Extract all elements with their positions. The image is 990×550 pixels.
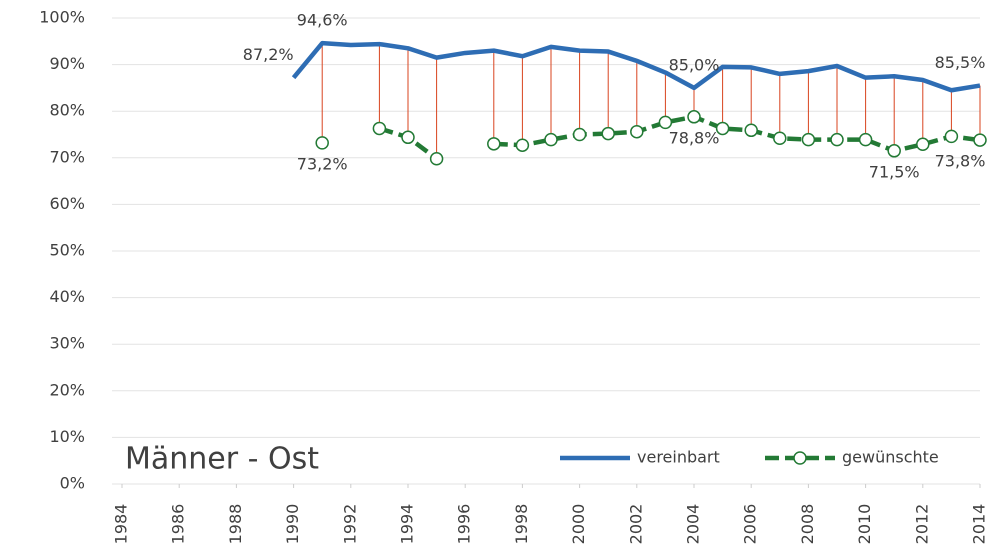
data-label: 85,5%: [935, 53, 986, 72]
point-marker: [372, 121, 387, 136]
y-tick-label: 70%: [49, 147, 85, 166]
y-tick-label: 40%: [49, 287, 85, 306]
x-tick-label: 1998: [512, 504, 531, 545]
point-marker: [916, 137, 930, 152]
point-marker: [487, 137, 501, 151]
data-label: 94,6%: [297, 11, 348, 30]
x-tick-label: 1992: [340, 504, 359, 545]
data-label: 85,0%: [669, 55, 720, 74]
x-tick-label: 1986: [169, 504, 188, 545]
x-tick-label: 2000: [569, 504, 588, 545]
point-marker: [572, 127, 587, 142]
point-marker: [601, 126, 615, 141]
point-marker: [773, 131, 787, 145]
y-tick-label: 100%: [39, 8, 85, 27]
x-tick-label: 1984: [112, 504, 131, 545]
point-marker: [687, 110, 701, 124]
x-tick-label: 2008: [798, 504, 817, 545]
point-marker: [801, 132, 816, 147]
x-tick-label: 2006: [741, 504, 760, 545]
annotation: Männer - Ost: [125, 442, 319, 477]
x-tick-label: 2010: [855, 504, 874, 545]
point-marker: [515, 138, 530, 152]
point-marker: [658, 115, 673, 130]
legend-marker: [793, 451, 807, 465]
point-marker: [315, 136, 329, 150]
x-tick-label: 1988: [226, 504, 245, 545]
x-tick-label: 1994: [398, 504, 417, 545]
point-marker: [429, 151, 444, 166]
point-marker: [887, 144, 901, 158]
data-label: 73,8%: [935, 152, 986, 171]
point-marker: [630, 124, 644, 139]
legend-label: gewünschte: [842, 448, 939, 467]
y-tick-label: 10%: [49, 427, 85, 446]
legend-label: vereinbart: [637, 448, 720, 467]
y-tick-label: 30%: [49, 334, 85, 353]
point-marker: [973, 133, 987, 147]
point-marker: [858, 132, 873, 147]
x-tick-label: 2012: [912, 504, 931, 545]
x-tick-label: 2014: [970, 504, 989, 545]
x-tick-label: 1996: [455, 504, 474, 545]
y-tick-label: 0%: [60, 474, 85, 493]
point-marker: [715, 121, 730, 136]
y-tick-label: 80%: [49, 101, 85, 120]
series-line: [291, 40, 981, 93]
y-tick-label: 60%: [49, 194, 85, 213]
x-tick-label: 2004: [684, 504, 703, 545]
data-label: 78,8%: [669, 128, 720, 147]
point-marker: [830, 132, 844, 147]
data-label: 71,5%: [869, 162, 920, 181]
data-label: 73,2%: [297, 154, 348, 173]
point-marker: [944, 129, 959, 144]
point-marker: [544, 132, 558, 147]
x-tick-label: 1990: [283, 504, 302, 545]
y-tick-label: 50%: [49, 241, 85, 260]
point-marker: [401, 130, 415, 145]
x-tick-label: 2002: [626, 504, 645, 545]
y-tick-label: 20%: [49, 380, 85, 399]
y-tick-label: 90%: [49, 54, 85, 73]
point-marker: [744, 123, 758, 138]
data-label: 87,2%: [243, 45, 294, 64]
